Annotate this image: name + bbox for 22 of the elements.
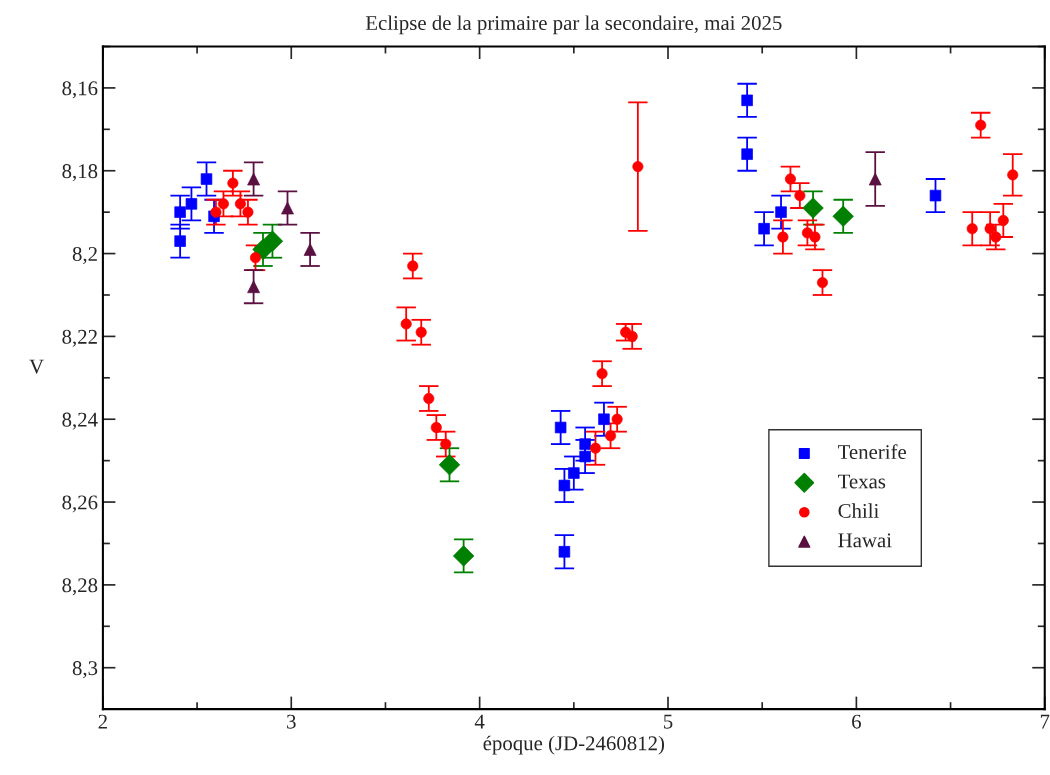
y-tick-label: 8,2 — [72, 246, 97, 264]
x-tick-label: 7 — [1040, 714, 1050, 729]
y-tick-label: 8,28 — [62, 578, 98, 596]
legend-label: Tenerife — [838, 444, 907, 460]
x-tick-label: 5 — [664, 714, 673, 729]
legend-label: Texas — [838, 474, 886, 489]
x-tick-label: 6 — [852, 714, 861, 729]
y-tick-label: 8,22 — [62, 329, 97, 347]
y-tick-label: 8,16 — [62, 81, 98, 99]
x-tick-label: 4 — [474, 714, 485, 729]
y-tick-label: 8,26 — [62, 495, 98, 513]
y-axis-title: V — [29, 359, 44, 374]
legend-label: Chili — [838, 503, 879, 518]
chart-title: Eclipse de la primaire par la secondaire, mai 2025 — [365, 15, 782, 35]
y-tick-label: 8,3 — [72, 661, 98, 679]
point — [261, 230, 284, 252]
y-tick-label: 8,18 — [62, 164, 98, 182]
x-tick-label: 3 — [287, 714, 296, 729]
x-axis-title: époque (JD-2460812) — [483, 735, 665, 755]
legend-label: Hawai — [838, 533, 892, 548]
x-tick-label: 2 — [98, 714, 107, 729]
y-tick-label: 8,24 — [62, 412, 98, 430]
